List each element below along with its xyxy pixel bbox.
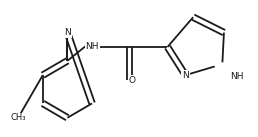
Text: NH: NH xyxy=(85,42,99,52)
Text: N: N xyxy=(64,28,71,37)
Text: NH: NH xyxy=(230,72,244,81)
Text: O: O xyxy=(128,76,136,85)
Text: CH₃: CH₃ xyxy=(10,113,26,122)
Text: N: N xyxy=(182,71,189,80)
